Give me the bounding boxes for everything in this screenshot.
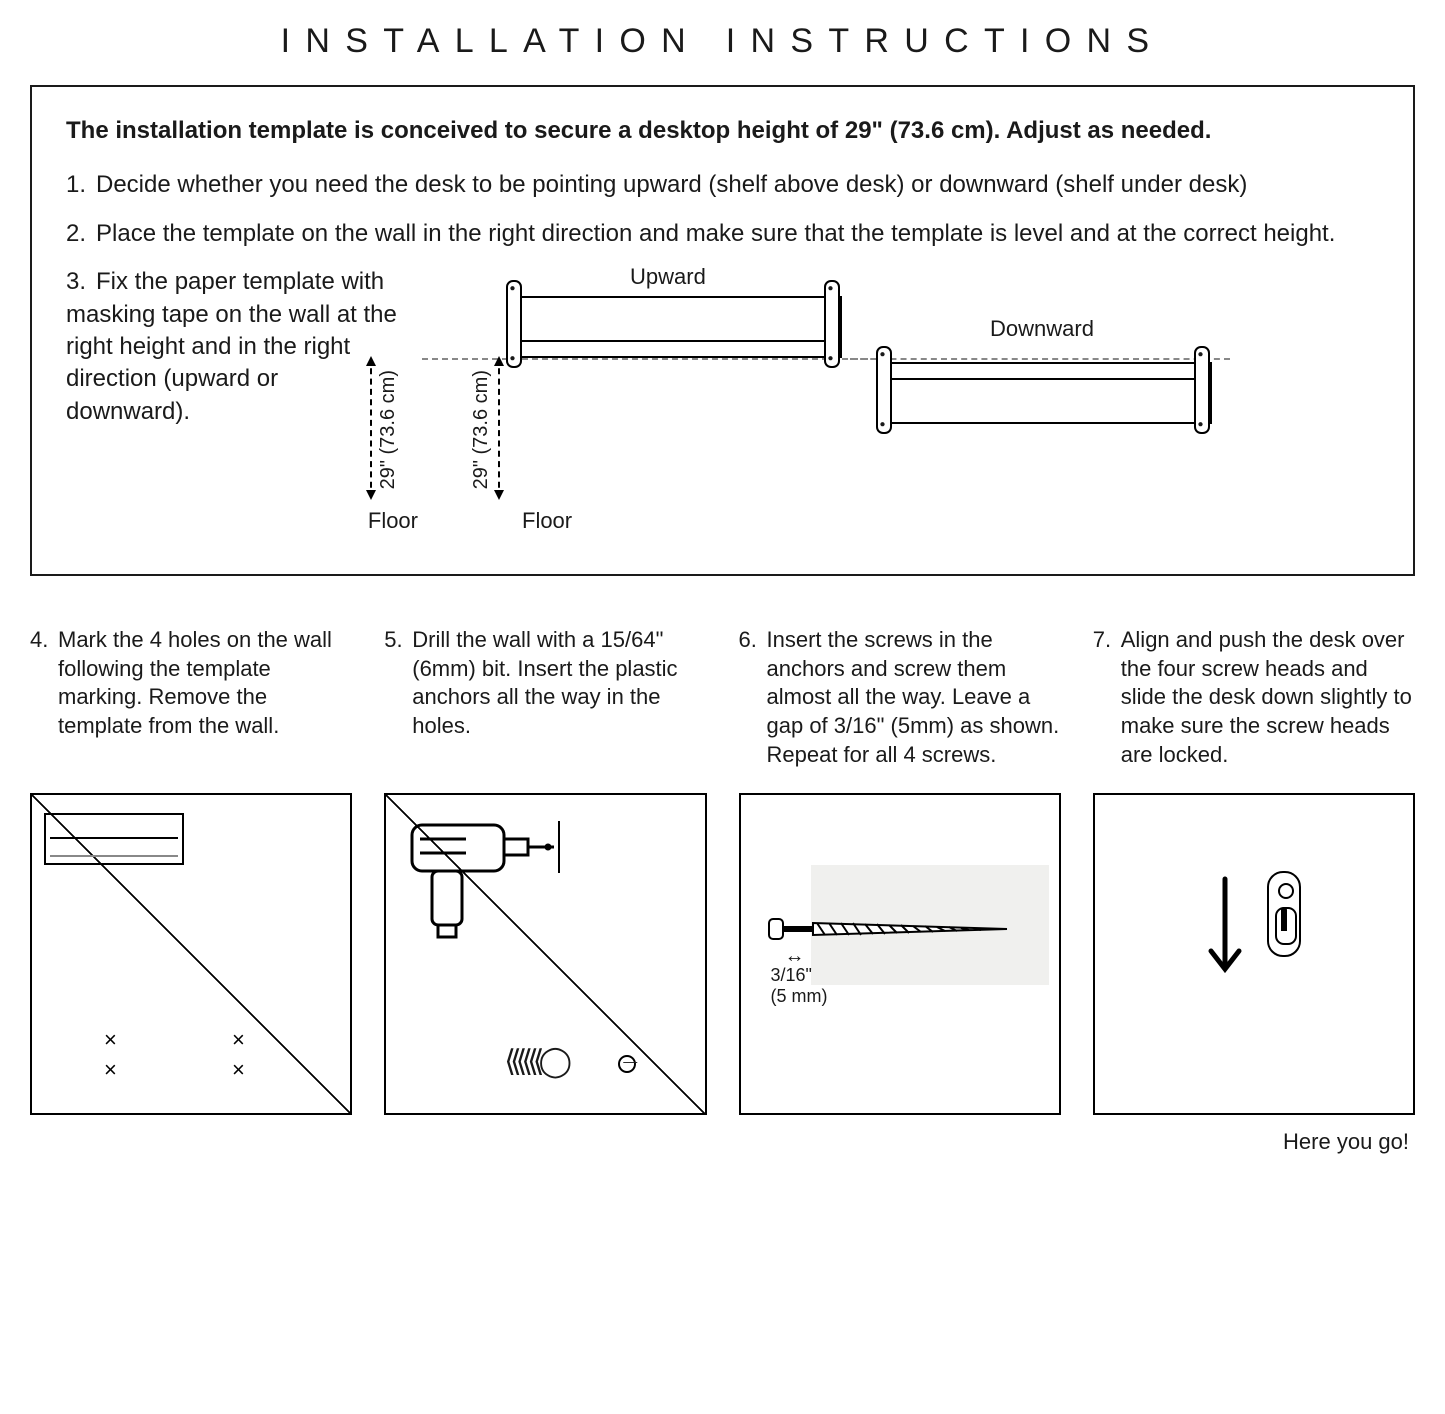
intro-text: The installation template is conceived t…: [66, 115, 1379, 147]
step-text: Drill the wall with a 15/64" (6mm) bit. …: [412, 626, 706, 740]
gap-label-line1: 3/16": [771, 965, 812, 985]
downward-label: Downward: [990, 314, 1094, 344]
figure-5: ⟨⟨⟨⟨⟨⟨◯: [384, 793, 706, 1115]
desk-downward-icon: [882, 362, 1212, 424]
figure-row: × × × × ⟨⟨⟨⟨⟨⟨◯: [30, 793, 1415, 1115]
steps-1-3: 1. Decide whether you need the desk to b…: [66, 169, 1379, 536]
step-1: 1. Decide whether you need the desk to b…: [66, 169, 1379, 201]
screw-icon: [767, 909, 1027, 949]
floor-label: Floor: [368, 506, 418, 536]
dash-line: [422, 358, 878, 360]
height-label-left: 29" (73.6 cm): [468, 370, 495, 489]
step-text: Place the template on the wall in the ri…: [96, 218, 1379, 250]
step-text: Mark the 4 holes on the wall following t…: [58, 626, 352, 740]
step-number: 4.: [30, 626, 58, 740]
upward-label: Upward: [630, 262, 706, 292]
floor-label: Floor: [522, 506, 572, 536]
down-arrow-icon: [1205, 875, 1245, 985]
wall-line: [558, 821, 560, 873]
x-mark-icon: ×: [232, 1057, 245, 1083]
step-number: 5.: [384, 626, 412, 740]
top-box: The installation template is conceived t…: [30, 85, 1415, 576]
step-7: 7. Align and push the desk over the four…: [1093, 626, 1415, 769]
figure-6: ↔ 3/16" (5 mm): [739, 793, 1061, 1115]
x-mark-icon: ×: [104, 1027, 117, 1053]
anchor-icon: ⟨⟨⟨⟨⟨⟨◯: [504, 1044, 566, 1079]
gap-label-line2: (5 mm): [771, 986, 828, 1006]
height-arrow-icon: [498, 358, 500, 498]
bracket-icon: [876, 346, 892, 434]
step-text: Fix the paper template with masking tape…: [66, 268, 397, 425]
step-5: 5. Drill the wall with a 15/64" (6mm) bi…: [384, 626, 706, 769]
page: INSTALLATION INSTRUCTIONS The installati…: [0, 0, 1445, 1195]
bracket-icon: [824, 280, 840, 368]
x-mark-icon: ×: [104, 1057, 117, 1083]
step-3: 3. Fix the paper template with masking t…: [66, 266, 1379, 536]
page-title: INSTALLATION INSTRUCTIONS: [30, 22, 1415, 61]
desk-mini-icon: [44, 813, 184, 865]
step-4: 4. Mark the 4 holes on the wall followin…: [30, 626, 352, 769]
step-number: 1.: [66, 169, 96, 201]
footer-text: Here you go!: [30, 1129, 1415, 1155]
desk-upward-icon: [512, 296, 842, 358]
bracket-icon: [1194, 346, 1210, 434]
step-text: Insert the screws in the anchors and scr…: [767, 626, 1061, 769]
drill-icon: [406, 819, 556, 939]
figure-4: × × × ×: [30, 793, 352, 1115]
x-mark-icon: ×: [232, 1027, 245, 1053]
figure-7: [1093, 793, 1415, 1115]
step-text: Decide whether you need the desk to be p…: [96, 169, 1379, 201]
bracket-icon: [506, 280, 522, 368]
steps-4-7: 4. Mark the 4 holes on the wall followin…: [30, 626, 1415, 769]
gap-label: 3/16" (5 mm): [771, 965, 828, 1006]
height-arrow-icon: [370, 358, 372, 498]
step-number: 7.: [1093, 626, 1121, 769]
height-label-right: 29" (73.6 cm): [375, 370, 402, 489]
step-number: 3.: [66, 266, 96, 298]
step-text: Align and push the desk over the four sc…: [1121, 626, 1415, 769]
step-number: 2.: [66, 218, 96, 250]
step-number: 6.: [739, 626, 767, 769]
dash-line: [850, 358, 1230, 360]
keyhole-slot-icon: [1281, 907, 1287, 931]
step-6: 6. Insert the screws in the anchors and …: [739, 626, 1061, 769]
step-2: 2. Place the template on the wall in the…: [66, 218, 1379, 250]
